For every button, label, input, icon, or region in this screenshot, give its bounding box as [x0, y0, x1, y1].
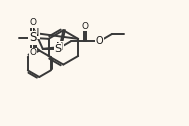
Text: O: O	[29, 18, 36, 27]
Text: S: S	[29, 31, 36, 44]
Text: N: N	[56, 42, 64, 52]
Text: O: O	[95, 36, 103, 46]
Text: S: S	[54, 44, 61, 54]
Text: O: O	[29, 48, 36, 57]
Text: N: N	[32, 28, 40, 38]
Text: O: O	[82, 22, 89, 31]
